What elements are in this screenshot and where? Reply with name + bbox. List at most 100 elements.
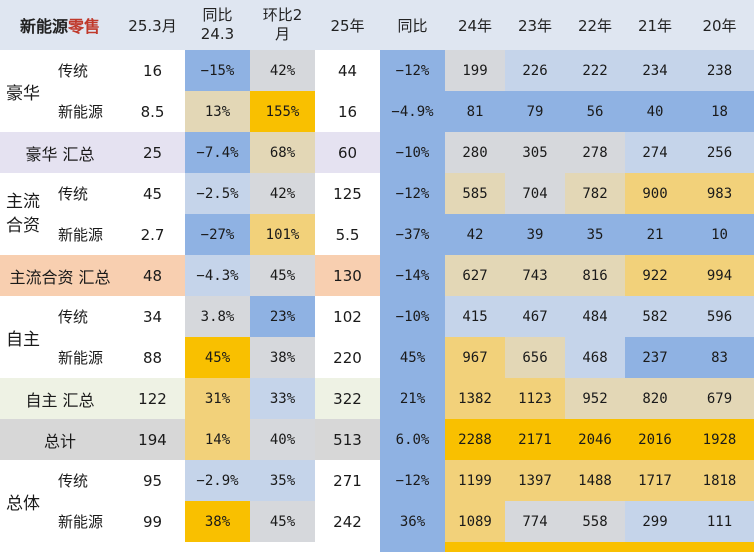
table-cell: 994 [685, 255, 754, 296]
table-title-main: 新能源 [19, 17, 68, 36]
table-cell: 101% [250, 214, 315, 255]
col-header-yoy: 同比 24.3 [185, 0, 250, 50]
table-cell: 2288 [445, 419, 505, 460]
table-cell: 467 [505, 296, 565, 337]
col-header-22: 22年 [565, 0, 625, 50]
col-header-mom-line2: 月 [274, 25, 290, 43]
table-cell: 23% [250, 296, 315, 337]
table-cell: 6.0% [380, 419, 445, 460]
table-cell: −2.5% [185, 173, 250, 214]
table-cell: 900 [625, 173, 685, 214]
table-cell: 88 [120, 337, 185, 378]
table-cell: 33% [250, 378, 315, 419]
table-cell: 1818 [685, 460, 754, 501]
table-cell: 16 [120, 50, 185, 91]
table-cell: 983 [685, 173, 754, 214]
table-cell: 16 [315, 91, 380, 132]
table-cell: −10% [380, 132, 445, 173]
table-cell: −12% [380, 50, 445, 91]
table-cell: 820 [625, 378, 685, 419]
table-title-red: 零售 [68, 17, 101, 36]
table-cell: 2171 [505, 419, 565, 460]
table-cell: 38% [185, 501, 250, 542]
table-cell: 1089 [445, 501, 505, 542]
table-cell: 35% [250, 460, 315, 501]
col-header-23: 23年 [505, 0, 565, 50]
table-cell: 967 [445, 337, 505, 378]
table-cell: 56 [565, 91, 625, 132]
table-cell: 81 [445, 91, 505, 132]
table-cell: 111 [685, 501, 754, 542]
table-cell: −14% [380, 255, 445, 296]
table-cell: 237 [625, 337, 685, 378]
table-cell: 25 [120, 132, 185, 173]
table-cell: 40 [625, 91, 685, 132]
table-cell: 95 [120, 460, 185, 501]
table-cell: 68% [250, 132, 315, 173]
table-cell: −27% [185, 214, 250, 255]
table-cell: 582 [625, 296, 685, 337]
row-total-label: 总计 [0, 419, 120, 460]
table-cell: 952 [565, 378, 625, 419]
table-cell: 42 [445, 214, 505, 255]
table-cell: −2.9% [185, 460, 250, 501]
row-sublabel: 传统 [58, 50, 120, 91]
table-cell: 596 [685, 296, 754, 337]
table-cell: 31% [185, 378, 250, 419]
row-sublabel: 传统 [58, 173, 120, 214]
col-header-yoy-line2: 24.3 [200, 25, 235, 43]
table-cell: 79 [505, 91, 565, 132]
table-cell: 125 [315, 173, 380, 214]
table-cell: 242 [315, 501, 380, 542]
table-cell: 42% [250, 173, 315, 214]
row-total-label: 主流合资 汇总 [0, 255, 120, 296]
table-cell: 922 [625, 255, 685, 296]
table-cell: 226 [505, 50, 565, 91]
table-cell: 39 [505, 214, 565, 255]
table-cell: 256 [685, 132, 754, 173]
table-cell: 10 [685, 214, 754, 255]
table-cell: 2.7 [120, 214, 185, 255]
table-cell: 45% [380, 337, 445, 378]
table-cell: 220 [315, 337, 380, 378]
table-cell: 1488 [565, 460, 625, 501]
col-header-24: 24年 [445, 0, 505, 50]
table-bottom-strip-gold [445, 542, 754, 552]
table-title: 新能源 零售 [0, 0, 120, 50]
col-header-21: 21年 [625, 0, 685, 50]
table-cell: 5.5 [315, 214, 380, 255]
table-cell: −12% [380, 173, 445, 214]
table-cell: −4.3% [185, 255, 250, 296]
table-cell: 305 [505, 132, 565, 173]
table-cell: −10% [380, 296, 445, 337]
table-cell: 238 [685, 50, 754, 91]
col-header-25: 25年 [315, 0, 380, 50]
col-header-mom: 环比2 月 [250, 0, 315, 50]
table-cell: 274 [625, 132, 685, 173]
table-cell: 234 [625, 50, 685, 91]
group-label-mainstream-line2: 合资 [6, 216, 40, 236]
table-cell: −4.9% [380, 91, 445, 132]
table-cell: 271 [315, 460, 380, 501]
table-cell: 415 [445, 296, 505, 337]
table-cell: 322 [315, 378, 380, 419]
table-cell: 155% [250, 91, 315, 132]
group-label-domestic: 自主 [6, 329, 40, 350]
table-cell: 1199 [445, 460, 505, 501]
group-label-overall: 总体 [6, 493, 40, 514]
table-cell: 21 [625, 214, 685, 255]
col-header-yoy25: 同比 [380, 0, 445, 50]
group-label-mainstream: 主流 合资 [0, 173, 56, 255]
table-cell: −15% [185, 50, 250, 91]
col-header-20: 20年 [685, 0, 754, 50]
table-cell: 513 [315, 419, 380, 460]
table-cell: 774 [505, 501, 565, 542]
group-label-luxury: 豪华 [6, 83, 40, 104]
table-cell: 782 [565, 173, 625, 214]
table-cell: 199 [445, 50, 505, 91]
table-cell: 122 [120, 378, 185, 419]
row-sublabel: 新能源 [58, 337, 120, 378]
table-cell: 558 [565, 501, 625, 542]
table-cell: 130 [315, 255, 380, 296]
